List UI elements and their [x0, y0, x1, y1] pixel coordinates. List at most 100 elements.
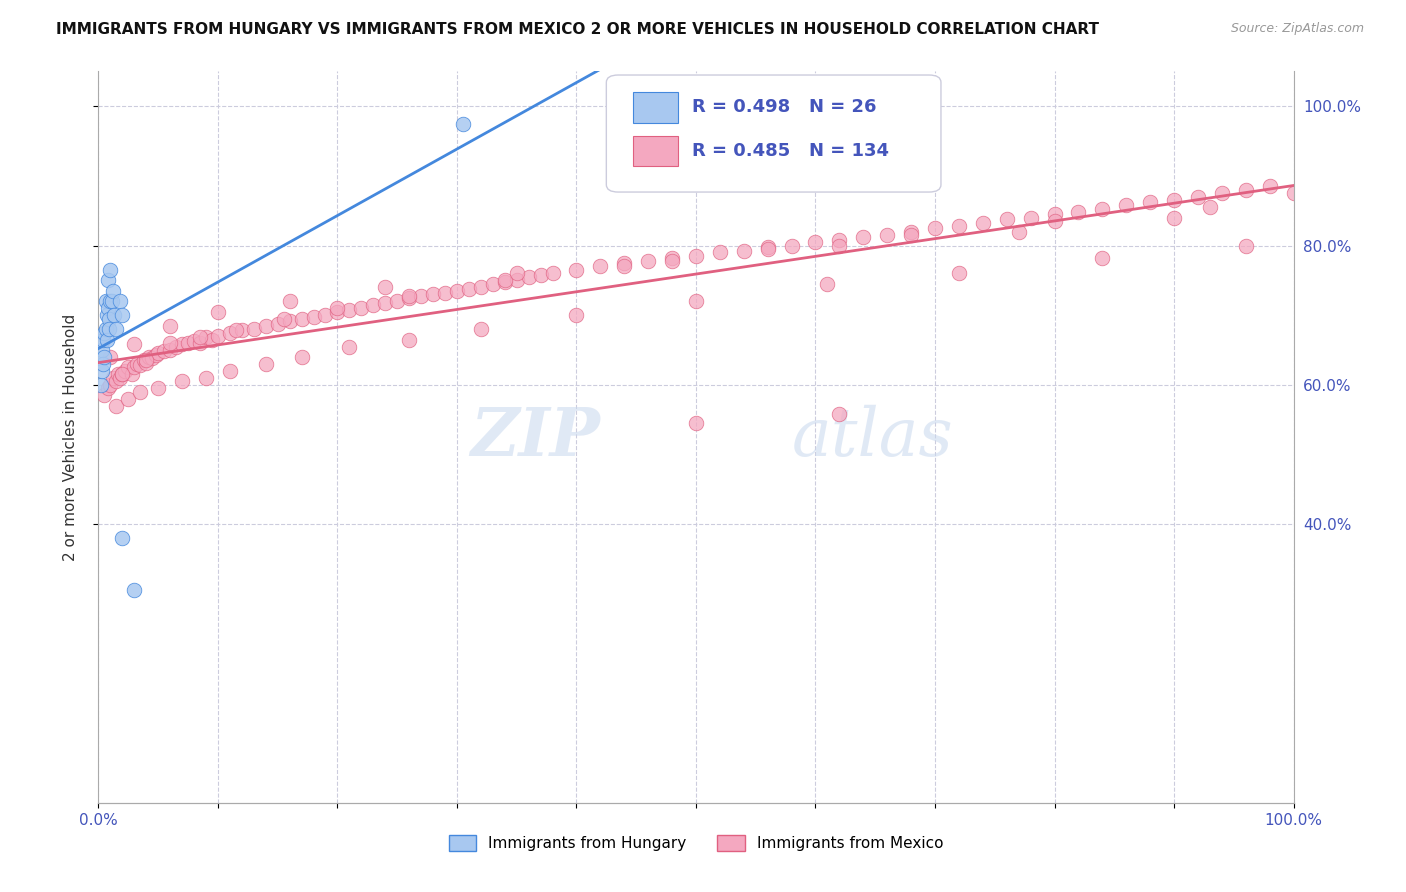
- Text: R = 0.498   N = 26: R = 0.498 N = 26: [692, 98, 877, 116]
- Point: [219, 364, 242, 378]
- Point: [94, 322, 117, 336]
- Point: [972, 216, 994, 230]
- Point: [828, 407, 851, 421]
- Point: [1139, 195, 1161, 210]
- Point: [135, 355, 157, 369]
- Point: [685, 249, 707, 263]
- Point: [101, 371, 124, 385]
- Point: [254, 318, 277, 333]
- Point: [411, 288, 433, 302]
- Point: [530, 268, 553, 282]
- Point: [159, 336, 181, 351]
- Point: [517, 269, 540, 284]
- Point: [1019, 211, 1042, 225]
- Point: [98, 311, 121, 326]
- Point: [541, 266, 564, 280]
- Point: [302, 310, 325, 324]
- Point: [108, 294, 131, 309]
- Point: [195, 371, 218, 385]
- Point: [589, 260, 612, 274]
- Text: Source: ZipAtlas.com: Source: ZipAtlas.com: [1230, 22, 1364, 36]
- Point: [188, 336, 211, 351]
- Point: [117, 392, 139, 406]
- Point: [350, 301, 373, 316]
- Point: [114, 364, 136, 378]
- Point: [231, 324, 253, 338]
- Point: [97, 381, 120, 395]
- Point: [1199, 200, 1222, 214]
- Point: [506, 273, 529, 287]
- Point: [1043, 214, 1066, 228]
- Point: [637, 253, 659, 268]
- Point: [148, 346, 170, 360]
- Point: [98, 322, 121, 336]
- Point: [177, 336, 200, 351]
- Point: [374, 280, 396, 294]
- Point: [661, 253, 683, 268]
- Point: [685, 416, 707, 430]
- Point: [124, 360, 146, 375]
- Point: [756, 240, 779, 254]
- Point: [125, 357, 148, 371]
- Point: [398, 291, 420, 305]
- Point: [135, 353, 157, 368]
- Point: [90, 377, 112, 392]
- Point: [117, 360, 139, 375]
- Point: [828, 233, 851, 247]
- Point: [159, 343, 181, 357]
- Point: [1234, 238, 1257, 252]
- Point: [98, 294, 122, 309]
- Point: [243, 322, 266, 336]
- Point: [1163, 211, 1185, 225]
- Point: [96, 333, 118, 347]
- Point: [565, 263, 588, 277]
- Point: [613, 256, 636, 270]
- Point: [201, 333, 224, 347]
- Point: [1067, 205, 1090, 219]
- Point: [91, 364, 114, 378]
- Point: [105, 399, 128, 413]
- Point: [291, 350, 314, 364]
- Point: [138, 350, 160, 364]
- Point: [494, 273, 516, 287]
- Point: [1187, 190, 1209, 204]
- Point: [1091, 251, 1114, 265]
- Point: [709, 245, 731, 260]
- FancyBboxPatch shape: [606, 75, 941, 192]
- Point: [141, 351, 163, 366]
- Point: [1163, 193, 1185, 207]
- Point: [1043, 207, 1066, 221]
- Point: [267, 317, 290, 331]
- Point: [91, 357, 114, 371]
- Point: [278, 294, 301, 309]
- Point: [111, 368, 134, 382]
- Point: [107, 368, 129, 382]
- Point: [733, 244, 755, 258]
- Point: [93, 326, 115, 340]
- Point: [96, 308, 118, 322]
- Point: [97, 301, 120, 316]
- Point: [111, 308, 134, 322]
- Point: [1282, 186, 1305, 201]
- Point: [804, 235, 827, 249]
- Point: [254, 357, 277, 371]
- Point: [1008, 225, 1031, 239]
- Point: [434, 285, 457, 300]
- Point: [900, 225, 922, 239]
- Text: R = 0.485   N = 134: R = 0.485 N = 134: [692, 142, 890, 160]
- Point: [398, 288, 420, 302]
- Point: [815, 277, 838, 291]
- Point: [470, 322, 492, 336]
- Point: [1234, 183, 1257, 197]
- Point: [398, 333, 420, 347]
- Point: [451, 117, 474, 131]
- Y-axis label: 2 or more Vehicles in Household: 2 or more Vehicles in Household: [63, 313, 77, 561]
- Point: [1115, 198, 1137, 212]
- Point: [111, 531, 134, 545]
- Point: [105, 322, 128, 336]
- Point: [225, 324, 247, 338]
- Point: [326, 301, 349, 316]
- Point: [291, 311, 314, 326]
- Point: [494, 275, 516, 289]
- Point: [111, 368, 134, 382]
